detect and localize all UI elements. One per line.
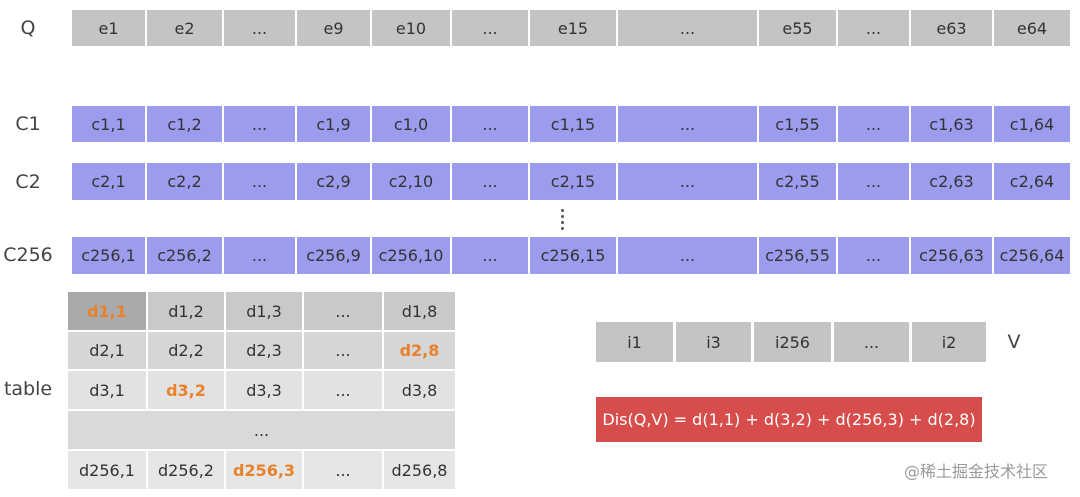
vector-cell: i2 — [912, 322, 986, 362]
codebook-cell: c2,63 — [911, 163, 992, 200]
codebook-cell: ... — [618, 237, 757, 274]
query-cell: e64 — [994, 10, 1070, 46]
query-cell: e1 — [72, 10, 145, 46]
row-label: C2 — [15, 171, 41, 193]
table-cell: d256,2 — [148, 451, 224, 489]
codebook-cell: ... — [452, 106, 528, 142]
table-cell: d256,3 — [226, 451, 302, 489]
ellipsis-dot — [561, 221, 564, 224]
codebook-cell: ... — [618, 163, 757, 200]
vector-cell: i1 — [596, 322, 673, 362]
table-cell: d3,2 — [148, 371, 224, 409]
ellipsis-dot — [561, 215, 564, 218]
codebook-cell: ... — [618, 106, 757, 142]
codebook-cell: c1,63 — [911, 106, 992, 142]
query-cell: ... — [452, 10, 528, 46]
codebook-cell: ... — [224, 106, 295, 142]
codebook-cell: c2,9 — [297, 163, 370, 200]
codebook-cell: c2,55 — [759, 163, 836, 200]
codebook-cell: ... — [452, 237, 528, 274]
query-cell: ... — [618, 10, 757, 46]
table-cell: d1,8 — [384, 292, 455, 330]
table-cell: d256,1 — [68, 451, 146, 489]
codebook-cell: c1,9 — [297, 106, 370, 142]
table-cell: ... — [304, 332, 382, 369]
row-label: Q — [20, 17, 36, 39]
codebook-cell: ... — [838, 163, 909, 200]
table-cell: d2,2 — [148, 332, 224, 369]
codebook-cell: ... — [838, 106, 909, 142]
codebook-cell: c1,0 — [372, 106, 450, 142]
codebook-cell: c2,15 — [530, 163, 616, 200]
query-cell: e15 — [530, 10, 616, 46]
query-cell: e9 — [297, 10, 370, 46]
codebook-cell: c1,55 — [759, 106, 836, 142]
codebook-cell: c256,15 — [530, 237, 616, 274]
vector-cell: i3 — [676, 322, 751, 362]
query-cell: ... — [838, 10, 909, 46]
codebook-cell: c256,9 — [297, 237, 370, 274]
codebook-cell: c256,1 — [72, 237, 145, 274]
codebook-cell: c256,63 — [911, 237, 992, 274]
table-cell: d2,1 — [68, 332, 146, 369]
codebook-cell: c256,64 — [994, 237, 1070, 274]
codebook-cell: ... — [452, 163, 528, 200]
vector-cell: i256 — [754, 322, 831, 362]
ellipsis-dot — [561, 209, 564, 212]
table-cell: d1,3 — [226, 292, 302, 330]
query-cell: ... — [224, 10, 295, 46]
table-cell: ... — [304, 371, 382, 409]
table-cell: d1,2 — [148, 292, 224, 330]
codebook-cell: ... — [838, 237, 909, 274]
table-cell: d2,3 — [226, 332, 302, 369]
row-label: C256 — [3, 244, 53, 266]
row-label: C1 — [15, 113, 41, 135]
codebook-cell: ... — [224, 163, 295, 200]
table-cell: ... — [304, 292, 382, 330]
codebook-cell: c2,10 — [372, 163, 450, 200]
codebook-cell: c1,15 — [530, 106, 616, 142]
row-label: V — [1007, 331, 1021, 353]
codebook-cell: c256,10 — [372, 237, 450, 274]
codebook-cell: c1,1 — [72, 106, 145, 142]
ellipsis-dot — [561, 227, 564, 230]
table-cell: d2,8 — [384, 332, 455, 369]
watermark: @稀土掘金技术社区 — [904, 462, 1049, 481]
codebook-cell: c256,2 — [147, 237, 222, 274]
codebook-cell: c1,64 — [994, 106, 1070, 142]
query-cell: e55 — [759, 10, 836, 46]
codebook-cell: c2,64 — [994, 163, 1070, 200]
table-cell: d3,1 — [68, 371, 146, 409]
vector-cell: ... — [834, 322, 909, 362]
codebook-cell: c256,55 — [759, 237, 836, 274]
row-label: table — [3, 378, 53, 400]
codebook-cell: c1,2 — [147, 106, 222, 142]
distance-formula: Dis(Q,V) = d(1,1) + d(3,2) + d(256,3) + … — [596, 397, 982, 442]
table-cell: d256,8 — [384, 451, 455, 489]
table-cell: ... — [68, 411, 455, 449]
codebook-cell: ... — [224, 237, 295, 274]
codebook-cell: c2,1 — [72, 163, 145, 200]
query-cell: e63 — [911, 10, 992, 46]
query-cell: e10 — [372, 10, 450, 46]
table-cell: d1,1 — [68, 292, 146, 330]
table-cell: d3,8 — [384, 371, 455, 409]
table-cell: d3,3 — [226, 371, 302, 409]
query-cell: e2 — [147, 10, 222, 46]
table-cell: ... — [304, 451, 382, 489]
codebook-cell: c2,2 — [147, 163, 222, 200]
